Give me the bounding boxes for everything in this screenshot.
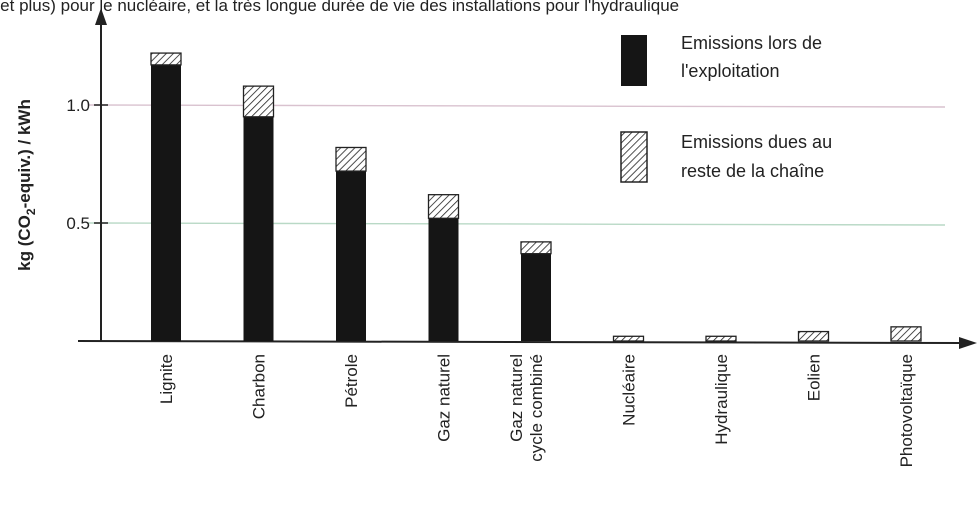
y-axis-label-subscript: 2 bbox=[24, 208, 38, 215]
top-caption-text: e et plus) pour le nucléaire, et la très… bbox=[0, 0, 680, 15]
bar-exploitation bbox=[151, 64, 181, 341]
x-category-label: Photovoltaïque bbox=[897, 354, 916, 467]
bar-reste-chaine bbox=[705, 335, 737, 342]
legend-swatch-solid bbox=[621, 35, 647, 86]
gridline bbox=[87, 104, 946, 108]
x-category-label: Gaz naturel bbox=[435, 354, 454, 442]
legend-label-reste-chaine: reste de la chaîne bbox=[681, 161, 824, 181]
bar-reste-chaine bbox=[335, 146, 367, 172]
x-category-label: Charbon bbox=[250, 354, 269, 419]
bar-exploitation bbox=[336, 171, 366, 341]
bar-exploitation bbox=[243, 116, 274, 341]
y-tick-label: 0.5 bbox=[66, 214, 90, 233]
legend-label-reste-chaine: Emissions dues au bbox=[681, 132, 832, 152]
gridlines bbox=[87, 104, 946, 226]
x-category-labels: Lignite Charbon Pétrole Gaz naturel Gaz natu… bbox=[157, 354, 916, 467]
bar-reste-chaine bbox=[520, 241, 552, 255]
x-category-label: Nucléaire bbox=[620, 354, 639, 426]
gridline bbox=[87, 222, 946, 226]
x-category-label: Lignite bbox=[157, 354, 176, 404]
x-axis-line bbox=[77, 340, 963, 344]
legend-swatch-hatched bbox=[620, 131, 648, 183]
y-tick-labels: 0.5 1.0 bbox=[66, 96, 108, 233]
bar-reste-chaine bbox=[150, 52, 182, 66]
bar-reste-chaine bbox=[242, 85, 275, 118]
y-axis-label: kg (CO2-equiv.) / kWh bbox=[15, 99, 38, 271]
y-tick-label: 1.0 bbox=[66, 96, 90, 115]
x-category-label: Gaz naturel bbox=[507, 354, 526, 442]
legend-label-exploitation: l'exploitation bbox=[681, 61, 780, 81]
axes bbox=[77, 8, 977, 349]
bar-reste-chaine bbox=[427, 194, 460, 219]
bar-reste-chaine bbox=[797, 330, 830, 342]
bar-exploitation bbox=[428, 218, 459, 341]
legend: Emissions lors de l'exploitation Emissions… bbox=[620, 33, 832, 183]
bar-exploitation bbox=[521, 253, 551, 341]
bar-reste-chaine bbox=[890, 326, 922, 342]
bar-reste-chaine bbox=[612, 335, 645, 342]
bars bbox=[150, 52, 922, 342]
x-axis-arrowhead bbox=[959, 337, 977, 349]
legend-label-exploitation: Emissions lors de bbox=[681, 33, 822, 53]
x-category-label: Eolien bbox=[805, 354, 824, 401]
y-axis-arrowhead bbox=[95, 8, 107, 25]
x-category-label: Pétrole bbox=[342, 354, 361, 408]
x-category-label: cycle combiné bbox=[527, 354, 546, 462]
x-category-label: Hydraulique bbox=[712, 354, 731, 445]
